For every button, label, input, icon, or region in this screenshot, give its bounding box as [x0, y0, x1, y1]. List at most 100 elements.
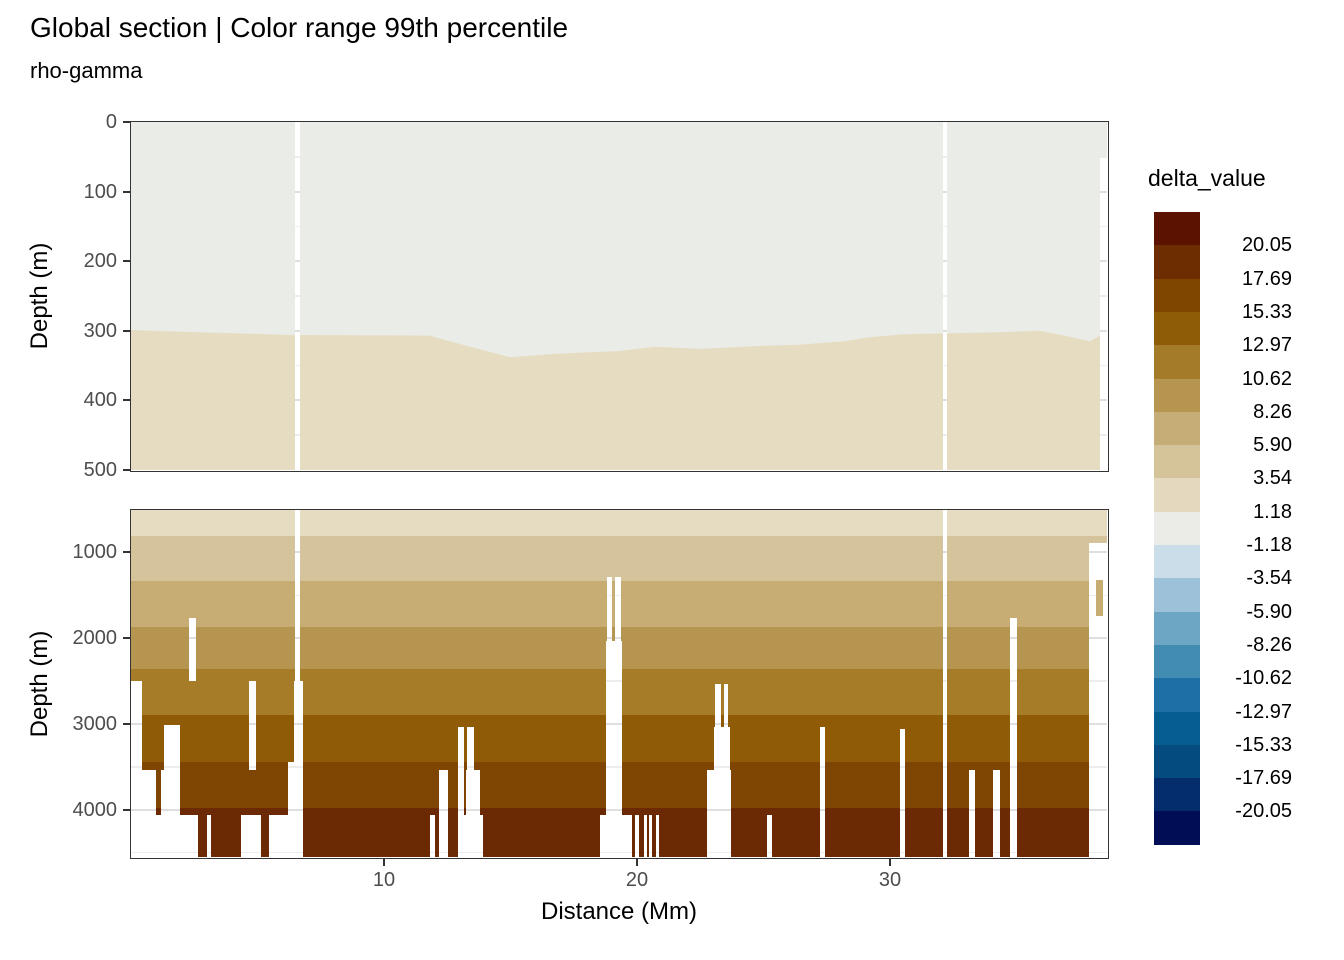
- gridline: [644, 851, 648, 854]
- missing-data-gap: [942, 510, 948, 857]
- gridline: [942, 594, 948, 597]
- gridline: [942, 190, 948, 193]
- missing-data-gap: [295, 122, 300, 470]
- gridline: [707, 851, 732, 854]
- gridline: [1099, 399, 1107, 402]
- gridline: [189, 637, 197, 640]
- gridline: [714, 723, 722, 726]
- gridline: [605, 766, 623, 768]
- gridline: [942, 637, 948, 640]
- colorbar-tick-label: 8.26: [1253, 400, 1292, 423]
- x-tick-label: 30: [878, 869, 902, 891]
- gridline: [248, 723, 256, 726]
- missing-data-gap: [655, 814, 659, 857]
- x-tick-mark: [636, 858, 638, 866]
- gridline: [942, 434, 948, 436]
- gridline: [295, 190, 300, 193]
- y-tick-label: 500: [83, 459, 117, 481]
- gridline: [1009, 851, 1018, 854]
- plot-subtitle: rho-gamma: [30, 58, 143, 83]
- missing-data-gap: [819, 727, 826, 857]
- gridline: [707, 808, 732, 811]
- y-tick-label: 4000: [72, 798, 118, 821]
- data-patch: [1095, 579, 1103, 616]
- colorbar-tick-label: -1.18: [1246, 534, 1292, 556]
- gridline: [942, 723, 948, 726]
- gridline: [899, 808, 906, 811]
- gridline: [248, 766, 256, 768]
- gridline: [942, 851, 948, 854]
- y-tick-mark: [123, 808, 130, 811]
- gridline: [614, 594, 622, 597]
- depth-band: [131, 510, 1107, 537]
- gridline: [1088, 808, 1107, 811]
- gridline: [968, 808, 976, 811]
- gridline: [295, 225, 300, 228]
- gridline: [1088, 723, 1107, 726]
- upper-section-panel: [131, 122, 1107, 470]
- gridline: [466, 766, 475, 768]
- gridline: [131, 766, 143, 768]
- gridline: [767, 851, 773, 854]
- gridline: [207, 851, 212, 854]
- missing-data-gap: [635, 814, 640, 857]
- gridline: [942, 551, 948, 554]
- y-axis-title-upper: Depth (m): [26, 242, 53, 350]
- colorbar-segment: [1154, 611, 1200, 646]
- missing-data-gap: [288, 761, 303, 815]
- gridline: [1009, 808, 1018, 811]
- gridline: [968, 851, 976, 854]
- y-tick-mark: [123, 260, 130, 263]
- gridline: [295, 295, 300, 297]
- missing-data-gap: [648, 814, 652, 857]
- depth-band: [131, 536, 1107, 582]
- gridline: [1099, 190, 1107, 193]
- gridline: [295, 637, 300, 640]
- legend-title: delta_value: [1148, 165, 1266, 191]
- colorbar-segment: [1154, 778, 1200, 813]
- missing-data-gap: [293, 681, 303, 762]
- missing-data-gap: [430, 814, 436, 857]
- gridline: [605, 680, 623, 682]
- gridline: [131, 723, 143, 726]
- missing-data-gap: [992, 770, 1001, 857]
- y-axis-title-lower: Depth (m): [26, 630, 53, 738]
- y-tick-label: 200: [83, 250, 117, 273]
- x-tick-mark: [383, 858, 385, 866]
- colorbar-tick-label: 3.54: [1253, 467, 1292, 490]
- colorbar-segment: [1154, 212, 1200, 246]
- missing-data-gap: [163, 724, 180, 857]
- gridline: [942, 295, 948, 297]
- missing-data-gap: [713, 727, 731, 771]
- gridline: [268, 851, 282, 854]
- missing-data-gap: [248, 681, 256, 771]
- gridline: [1009, 680, 1018, 682]
- colorbar-segment: [1154, 378, 1200, 413]
- colorbar-tick-label: -12.97: [1235, 700, 1292, 723]
- gridline: [713, 766, 731, 768]
- y-tick-mark: [123, 723, 130, 726]
- gridline: [1099, 434, 1107, 436]
- missing-data-gap: [942, 122, 948, 470]
- colorbar-tick-label: 17.69: [1241, 267, 1292, 290]
- gridline: [1009, 637, 1018, 640]
- gridline: [942, 680, 948, 682]
- gridline: [648, 851, 652, 854]
- y-tick-label: 300: [83, 319, 117, 342]
- gridline: [438, 851, 448, 854]
- y-tick-mark: [123, 190, 130, 193]
- missing-data-gap: [606, 577, 612, 641]
- gridline: [163, 808, 180, 811]
- gridline: [614, 637, 622, 640]
- missing-data-gap: [968, 770, 976, 857]
- gridline: [1099, 364, 1107, 367]
- colorbar-tick-label: -5.90: [1246, 600, 1292, 623]
- missing-data-gap: [614, 577, 622, 650]
- gridline: [295, 551, 300, 554]
- colorbar-tick-label: 1.18: [1253, 500, 1292, 523]
- colorbar-tick-label: -15.33: [1235, 733, 1292, 756]
- gridline: [942, 399, 948, 402]
- x-axis-title: Distance (Mm): [540, 898, 697, 925]
- gridline: [819, 766, 826, 768]
- gridline: [293, 723, 303, 726]
